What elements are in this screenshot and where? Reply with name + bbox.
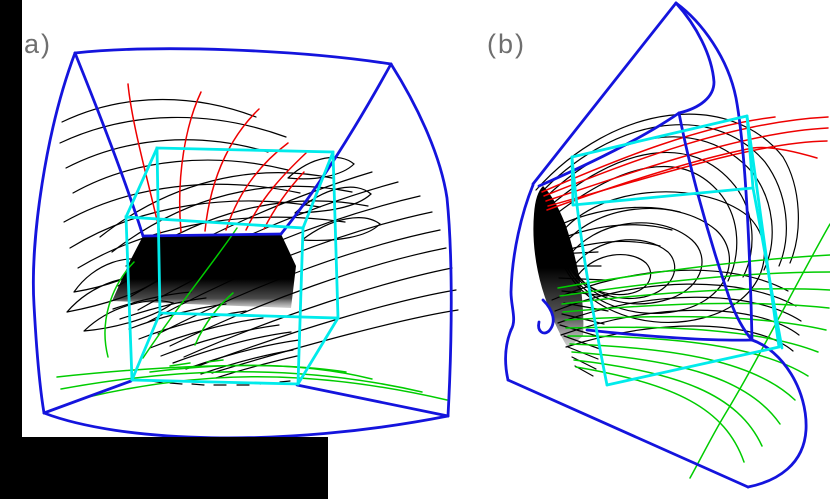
panel-b [504, 1, 830, 489]
inner-wireframe-b [570, 114, 784, 387]
bottom-mask-bar [0, 437, 328, 499]
panel-label-b: (b) [487, 29, 526, 59]
field-lines-green-b [557, 223, 830, 479]
outer-wireframe-a [32, 47, 453, 440]
panel-a [32, 47, 459, 440]
inner-wireframe-a [124, 146, 340, 386]
left-mask-bar [0, 0, 22, 499]
magnetogram-patch-b [533, 186, 584, 348]
field-lines-black-b [535, 113, 802, 377]
field-lines-red-a [127, 83, 307, 234]
field-lines-green-a [56, 227, 448, 401]
outer-wireframe-b [504, 1, 808, 489]
